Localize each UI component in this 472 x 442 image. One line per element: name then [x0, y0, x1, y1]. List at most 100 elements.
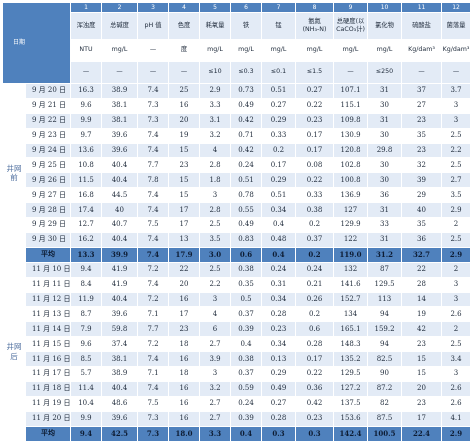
column-unit: 度 [168, 39, 201, 62]
column-limit: — [101, 61, 139, 84]
value-cell: 16 [168, 351, 201, 368]
average-value: 2.9 [441, 246, 472, 263]
value-cell: 16 [168, 380, 201, 397]
column-unit: mg/L [261, 39, 297, 62]
value-cell: 0.29 [261, 112, 297, 129]
value-cell: 3 [199, 187, 232, 204]
value-cell: 9.9 [70, 112, 103, 129]
value-cell: 3.9 [199, 351, 232, 368]
value-cell: 0.23 [261, 321, 297, 338]
value-cell: 30 [367, 127, 403, 144]
column-number: 11 [401, 2, 443, 13]
value-cell: 82 [367, 395, 403, 412]
column-limit: ≤1.5 [295, 61, 335, 84]
table-row: 11 月 13 日 8.7 39.6 7.1 17 4 0.37 0.28 0.2 134 94 19… [3, 306, 472, 323]
value-cell: 0.73 [230, 83, 263, 99]
column-name-line: 耗氧量 [205, 21, 225, 29]
value-cell: 115.1 [333, 97, 369, 114]
average-value: 31.2 [367, 246, 403, 263]
value-cell: 0.2 [295, 306, 335, 323]
value-cell: 13 [168, 231, 201, 248]
value-cell: 7.9 [70, 321, 103, 338]
value-cell: 7.3 [137, 410, 170, 427]
column-limit: — [137, 61, 170, 84]
average-value: 0.6 [230, 246, 263, 263]
column-name-line: CaCO₃计) [336, 26, 365, 33]
table-row: 11 月 16 日 8.5 38.1 7.4 16 3.9 0.38 0.13 0.17 135.… [3, 351, 472, 368]
column-unit: Kg/dam³ [441, 39, 472, 62]
column-name-line: 浑浊度 [76, 21, 96, 29]
value-cell: 31 [367, 231, 403, 248]
column-name: 菌落量 [441, 12, 472, 40]
value-cell: 38.9 [101, 366, 139, 382]
value-cell: 36 [367, 187, 403, 204]
value-cell: 2.9 [199, 83, 232, 99]
column-number: 8 [295, 2, 335, 13]
average-value: 0.4 [261, 246, 297, 263]
column-number: 4 [168, 2, 201, 13]
column-unit: Kg/dam³ [401, 39, 443, 62]
value-cell: 2.5 [441, 336, 472, 353]
value-cell: 107.1 [333, 83, 369, 99]
column-name-line: 硫酸盐 [412, 21, 431, 29]
value-cell: 40.7 [101, 217, 139, 233]
table-row: 9 月 23 日 9.7 39.6 7.4 19 3.2 0.71 0.33 0.17 130.9… [3, 127, 472, 144]
value-cell: 2.7 [441, 172, 472, 189]
value-cell: 3.2 [199, 380, 232, 397]
table-row: 11 月 12 日 11.9 40.4 7.2 16 3 0.5 0.34 0.26 152.7 1… [3, 291, 472, 308]
value-cell: 40.4 [101, 380, 139, 397]
value-cell: 2.2 [199, 276, 232, 293]
average-value: 7.4 [137, 246, 170, 263]
value-cell: 2.5 [199, 217, 232, 233]
value-cell: 0.6 [295, 321, 335, 338]
value-cell: 87.5 [367, 410, 403, 427]
date-cell: 11 月 17 日 [24, 366, 72, 382]
value-cell: 129.9 [333, 217, 369, 233]
value-cell: 134 [333, 306, 369, 323]
value-cell: 0.34 [261, 336, 297, 353]
value-cell: 40.4 [101, 291, 139, 308]
value-cell: 7.4 [137, 276, 170, 293]
value-cell: 0.22 [295, 366, 335, 382]
column-name-line: pH 值 [144, 21, 162, 29]
column-number: 10 [367, 2, 403, 13]
value-cell: 23 [168, 157, 201, 174]
table-row: 9 月 22 日 9.9 38.1 7.3 20 3.1 0.42 0.29 0.23 109.8… [3, 112, 472, 129]
date-column-header: 日期 [1, 2, 72, 84]
value-cell: 30 [367, 172, 403, 189]
average-value: 0.3 [261, 425, 297, 442]
value-cell: 42 [401, 321, 443, 338]
value-cell: 15 [401, 366, 443, 382]
value-cell: 40.4 [101, 231, 139, 248]
value-cell: 129.5 [367, 276, 403, 293]
column-limit: — [70, 61, 103, 84]
column-limit: — [333, 61, 369, 84]
value-cell: 7.2 [137, 291, 170, 308]
value-cell: 23 [401, 336, 443, 353]
average-row: 平均 13.3 39.9 7.4 17.9 3.0 0.6 0.4 0.2 119.0 31.2 32… [3, 246, 472, 263]
value-cell: 3.4 [441, 351, 472, 368]
column-name-line: 铁 [242, 21, 250, 29]
value-cell: 141.6 [333, 276, 369, 293]
value-cell: 37.4 [101, 336, 139, 353]
value-cell: 2.6 [441, 306, 472, 323]
average-value: 32.7 [401, 246, 443, 263]
value-cell: 0.35 [230, 276, 263, 293]
date-cell: 9 月 28 日 [24, 202, 72, 219]
value-cell: 28 [401, 276, 443, 293]
date-cell: 11 月 16 日 [24, 351, 72, 368]
column-name: 耗氧量 [199, 12, 232, 40]
date-cell: 9 月 24 日 [24, 142, 72, 159]
column-name-line: 氯化物 [375, 21, 394, 29]
value-cell: 3.5 [199, 231, 232, 248]
column-unit: — [137, 39, 170, 62]
average-value: 13.3 [70, 246, 103, 263]
value-cell: 13.6 [70, 142, 103, 159]
value-cell: 6 [199, 321, 232, 338]
value-cell: 40 [401, 202, 443, 219]
value-cell: 36 [401, 231, 443, 248]
value-cell: 0.42 [295, 395, 335, 412]
value-cell: 0.2 [295, 217, 335, 233]
column-unit: mg/L [101, 39, 139, 62]
value-cell: 2.7 [199, 336, 232, 353]
